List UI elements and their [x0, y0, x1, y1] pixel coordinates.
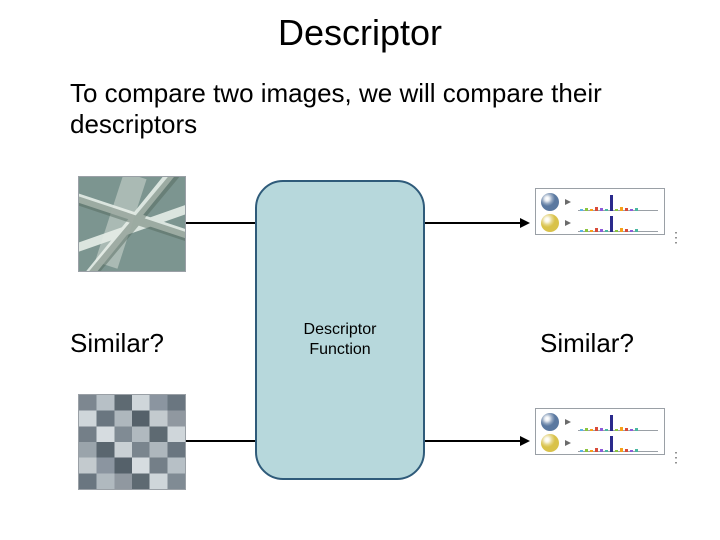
color-ball-icon: [541, 413, 559, 431]
descriptor-row: [541, 193, 659, 211]
input-image-1: [78, 176, 186, 272]
descriptor-row: [541, 434, 659, 452]
arrow-icon: [565, 440, 571, 446]
slide: Descriptor To compare two images, we wil…: [0, 0, 720, 540]
histogram: [577, 434, 659, 452]
descriptor-row: [541, 214, 659, 232]
similar-label-right: Similar?: [540, 328, 634, 359]
color-ball-icon: [541, 434, 559, 452]
connector-line: [425, 440, 520, 442]
connector-line: [186, 440, 255, 442]
descriptor-function-label: Descriptor Function: [255, 320, 425, 360]
arrow-icon: [565, 419, 571, 425]
color-ball-icon: [541, 214, 559, 232]
connector-line: [425, 222, 520, 224]
color-ball-icon: [541, 193, 559, 211]
descriptor-output-1: [535, 188, 665, 235]
connector-line: [186, 222, 255, 224]
similar-label-left: Similar?: [70, 328, 164, 359]
func-label-line1: Descriptor: [304, 321, 377, 338]
histogram: [577, 214, 659, 232]
arrow-icon: [565, 220, 571, 226]
arrow-icon: [520, 436, 530, 446]
descriptor-row: [541, 413, 659, 431]
arrow-icon: [565, 199, 571, 205]
ellipsis-icon: ⋮: [669, 234, 683, 240]
ellipsis-icon: ⋮: [669, 454, 683, 460]
descriptor-output-2: [535, 408, 665, 455]
histogram: [577, 413, 659, 431]
slide-title: Descriptor: [0, 12, 720, 54]
func-label-line2: Function: [309, 341, 370, 358]
input-image-2: [78, 394, 186, 490]
body-text: To compare two images, we will compare t…: [70, 78, 670, 140]
histogram: [577, 193, 659, 211]
arrow-icon: [520, 218, 530, 228]
